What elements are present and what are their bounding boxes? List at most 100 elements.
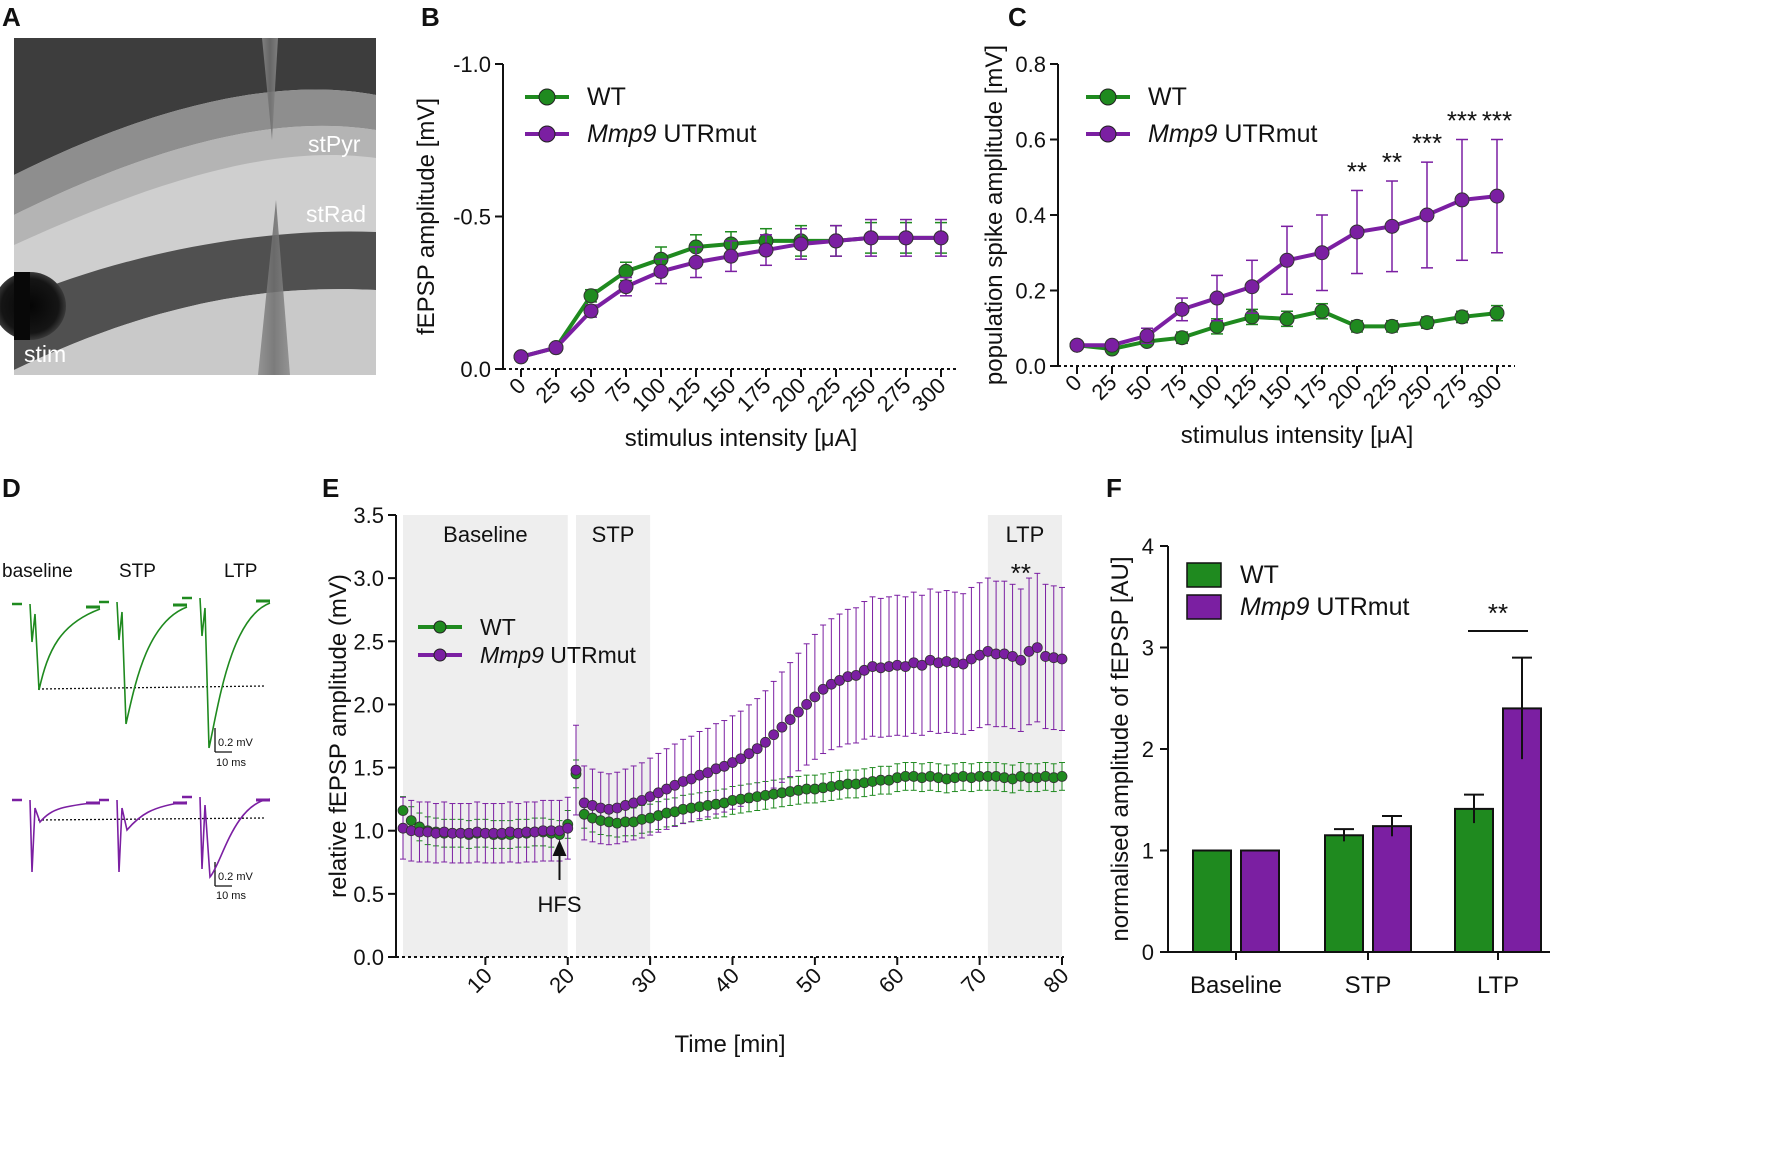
recording-pipette-lower: [258, 200, 290, 375]
c-point-wt: [1384, 318, 1400, 334]
b-point-mut: [863, 230, 879, 246]
panel-letter-e: E: [322, 473, 339, 503]
panel-b-io-fepsp: -1.0-0.50.00 25 50 751001251501752002252502…: [413, 52, 959, 452]
panel-e-ltp-timecourse: Baseline STP LTP 0.0 0.5 1.0 1.5 2.0 2.5 3.0 3.5 10…: [325, 503, 1074, 1058]
e-x-tick-label: 40: [709, 963, 744, 998]
e-point-wt: [397, 805, 409, 816]
panel-letter-f: F: [1106, 473, 1122, 503]
b-legend-marker-wt: [538, 88, 556, 106]
c-x-tick-label: 0: [1060, 370, 1086, 396]
c-point-mut: [1279, 252, 1295, 268]
c-point-mut: [1489, 188, 1505, 204]
c-significance-stars: ***: [1447, 106, 1477, 136]
c-x-tick-label: 25: [1087, 370, 1122, 405]
e-y-tick-label: 0.0: [353, 945, 384, 970]
c-y-tick-label: 0.2: [1015, 279, 1046, 304]
shaded-region-ltp: [987, 515, 1062, 957]
c-point-mut: [1209, 290, 1225, 306]
f-y-tick-label: 3: [1142, 636, 1154, 661]
b-point-mut: [898, 230, 914, 246]
label-strad: stRad: [306, 201, 366, 227]
panel-letter-c: C: [1008, 2, 1027, 32]
b-point-mut: [688, 254, 704, 270]
e-point-mut: [562, 822, 574, 834]
c-point-mut: [1244, 279, 1260, 295]
c-x-tick-label: 50: [1122, 370, 1157, 405]
e-point-mut: [760, 736, 771, 748]
c-legend-marker-wt: [1099, 88, 1117, 106]
c-x-tick-label: 225: [1358, 370, 1402, 414]
f-legend-label-mut: Mmp9 UTRmut: [1240, 593, 1410, 621]
hfs-arrow-head: [552, 840, 567, 856]
e-x-tick-label: 80: [1039, 963, 1074, 998]
b-point-wt: [618, 263, 634, 279]
e-point-mut: [1056, 653, 1068, 665]
b-x-axis-label: stimulus intensity [μA]: [625, 425, 858, 452]
shaded-region-baseline: [403, 515, 568, 957]
e-x-tick-label: 60: [874, 963, 909, 998]
c-x-tick-label: 100: [1183, 370, 1227, 414]
e-legend-marker-mut: [433, 648, 447, 662]
b-x-tick-label: 200: [767, 373, 811, 417]
c-point-mut: [1174, 301, 1190, 317]
c-point-mut: [1454, 192, 1470, 208]
c-legend-label-mut: Mmp9 UTRmut: [1148, 120, 1318, 148]
scalebar-wt-voltage: 0.2 mV: [218, 737, 254, 749]
e-point-mut: [801, 699, 813, 710]
c-point-wt: [1314, 303, 1330, 319]
e-y-tick-label: 0.5: [353, 882, 384, 907]
c-significance-stars: ***: [1482, 106, 1512, 136]
e-point-mut: [751, 743, 763, 755]
b-y-axis-label: fEPSP amplitude [mV]: [413, 98, 440, 335]
b-x-tick-label: 0: [504, 373, 530, 399]
b-y-tick-label: 0.0: [460, 357, 491, 382]
trace-label-ltp: LTP: [224, 561, 257, 582]
baseline-dotted-wt: [37, 685, 266, 690]
c-y-tick-label: 0.0: [1015, 354, 1046, 379]
trace-wt-ltp: [199, 597, 271, 749]
c-x-tick-label: 200: [1323, 370, 1367, 414]
e-point-mut: [743, 748, 755, 760]
panel-letter-d: D: [2, 473, 21, 503]
c-point-mut: [1104, 337, 1120, 353]
baseline-dotted-mut: [37, 817, 266, 821]
b-point-mut: [548, 340, 564, 356]
c-point-wt: [1419, 315, 1435, 331]
e-y-tick-label: 3.0: [353, 566, 384, 591]
e-point-mut: [1031, 642, 1043, 653]
c-point-wt: [1349, 318, 1365, 334]
c-point-wt: [1174, 330, 1190, 346]
c-legend-label-wt: WT: [1148, 83, 1187, 111]
c-significance-stars: **: [1347, 156, 1367, 186]
b-legend-label-wt: WT: [587, 83, 626, 111]
f-bar-wt-baseline: [1192, 849, 1232, 953]
hfs-label: HFS: [538, 892, 582, 917]
b-x-tick-label: 175: [732, 373, 776, 417]
e-point-mut: [570, 764, 582, 776]
f-x-tick-label: STP: [1345, 972, 1392, 999]
f-bar-wt-ltp: [1454, 807, 1494, 954]
c-x-axis-label: stimulus intensity [μA]: [1181, 422, 1414, 449]
e-y-tick-label: 2.0: [353, 692, 384, 717]
e-x-tick-label: 70: [956, 963, 991, 998]
b-point-mut: [828, 233, 844, 249]
c-x-tick-label: 150: [1253, 370, 1297, 414]
c-point-wt: [1489, 305, 1505, 321]
e-point-wt: [405, 815, 417, 827]
f-bar-wt-stp: [1324, 834, 1364, 954]
e-legend-marker-wt: [433, 620, 447, 634]
e-x-tick-label: 30: [627, 963, 662, 998]
e-point-mut: [916, 659, 928, 671]
c-point-mut: [1349, 224, 1365, 240]
f-x-tick-label: LTP: [1477, 972, 1519, 999]
trace-wt-stp: [116, 601, 188, 725]
c-significance-stars: ***: [1412, 128, 1442, 158]
e-y-tick-label: 2.5: [353, 629, 384, 654]
panel-letter-a: A: [2, 2, 21, 32]
region-label-baseline: Baseline: [443, 522, 527, 547]
panel-a-micrograph: stPyr stRad stim: [0, 38, 376, 375]
f-y-tick-label: 4: [1142, 534, 1154, 559]
c-y-tick-label: 0.6: [1015, 128, 1046, 153]
b-point-mut: [758, 242, 774, 258]
e-y-tick-label: 1.5: [353, 756, 384, 781]
